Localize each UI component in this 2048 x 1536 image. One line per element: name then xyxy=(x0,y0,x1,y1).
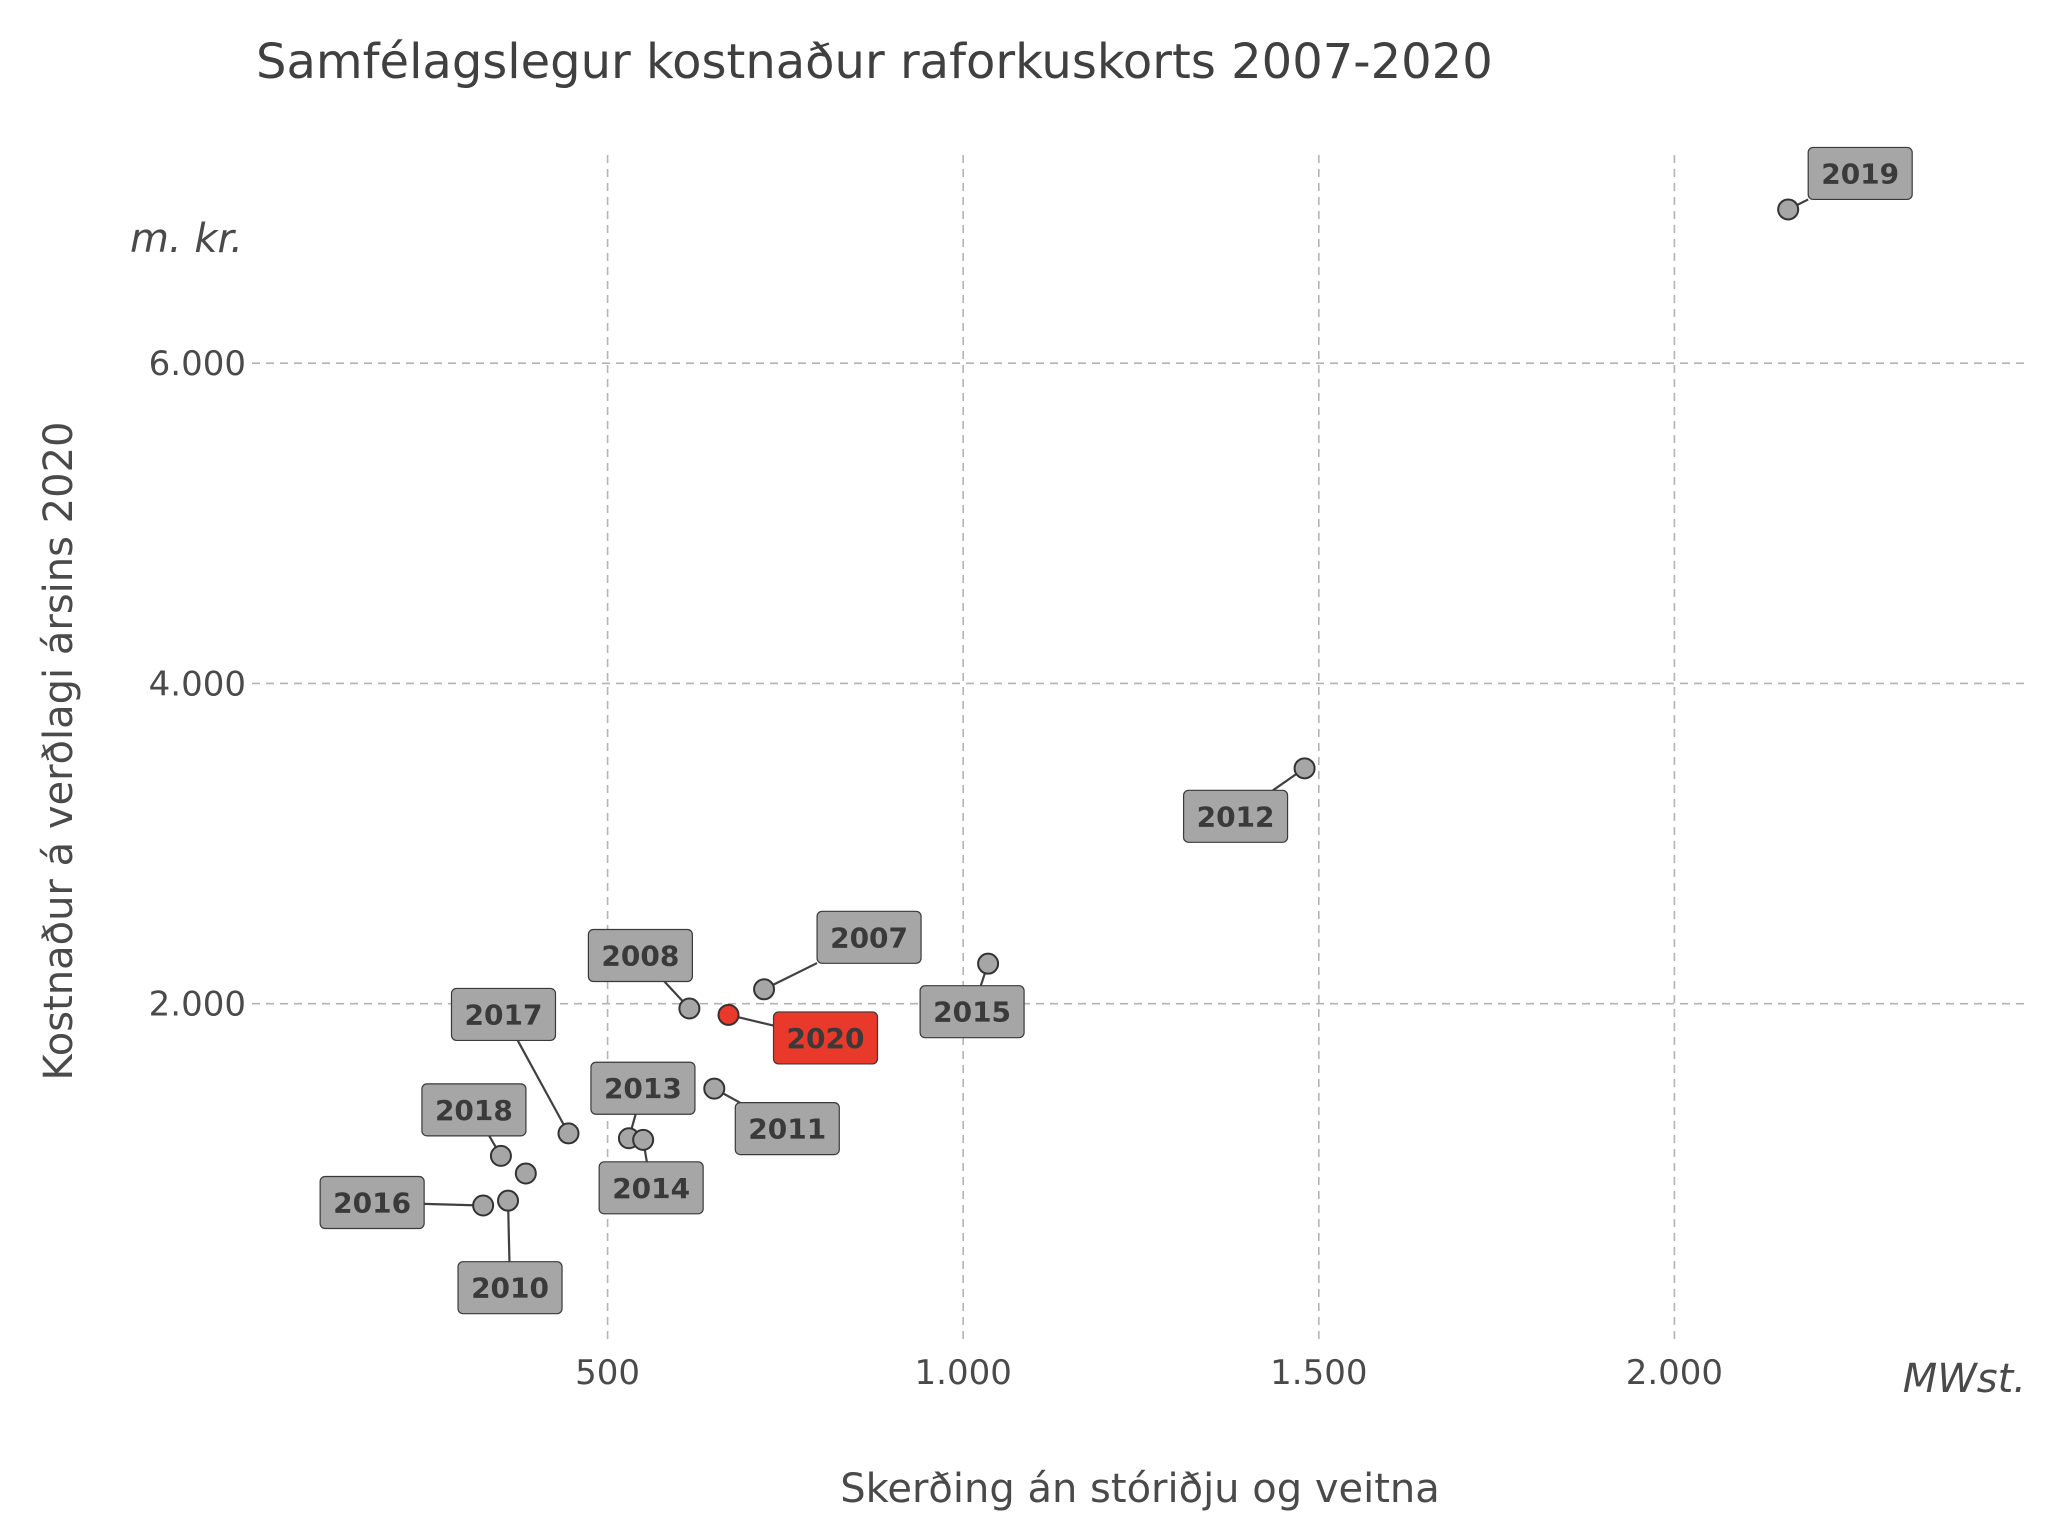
label-text-2019: 2019 xyxy=(1821,157,1899,190)
y-tick-label: 2.000 xyxy=(149,985,246,1025)
leader-line-2014 xyxy=(643,1149,648,1163)
point-label-2016: 2016 xyxy=(319,1175,425,1230)
point-labels: 2007 2008 2010 2011 2012 2013 2014 2015 2016 2017… xyxy=(319,146,1913,1315)
label-text-2018: 2018 xyxy=(435,1094,513,1127)
label-text-2017: 2017 xyxy=(465,998,543,1031)
label-box-2010 xyxy=(457,1261,563,1315)
label-box-2007 xyxy=(816,910,922,964)
data-point-2017 xyxy=(557,1122,580,1145)
chart-title: Samfélagslegur kostnaður raforkuskorts 2… xyxy=(256,34,1493,90)
point-label-2014: 2014 xyxy=(598,1161,704,1215)
data-point-2016 xyxy=(472,1194,495,1217)
label-text-2020: 2020 xyxy=(787,1022,865,1055)
point-label-2012: 2012 xyxy=(1182,789,1289,843)
data-point-2020 xyxy=(717,1003,740,1026)
data-point-2011 xyxy=(703,1077,726,1100)
tick-labels: 500 1.000 1.500 2.000 2.000 4.000 6.000 xyxy=(149,344,1723,1393)
data-point-2014 xyxy=(632,1128,655,1151)
label-box-2018 xyxy=(421,1083,527,1137)
point-label-2018: 2018 xyxy=(421,1083,527,1137)
data-point-2007 xyxy=(753,978,776,1001)
label-box-2012 xyxy=(1182,789,1289,843)
point-label-2019: 2019 xyxy=(1807,146,1913,201)
x-axis-title: Skerðing án stóriðju og veitna xyxy=(840,1466,1440,1512)
data-point xyxy=(514,1162,537,1185)
leader-line-2018 xyxy=(488,1135,497,1148)
point-label-2011: 2011 xyxy=(734,1101,840,1156)
label-box-2020 xyxy=(772,1011,879,1065)
label-text-2010: 2010 xyxy=(471,1272,549,1305)
x-tick-label: 1.000 xyxy=(915,1353,1012,1393)
label-text-2014: 2014 xyxy=(612,1172,690,1205)
leader-line-2013 xyxy=(630,1113,637,1129)
y-unit-label: m. kr. xyxy=(130,216,243,262)
label-box-2016 xyxy=(319,1175,425,1230)
leader-line-2020 xyxy=(737,1016,774,1027)
label-box-2017 xyxy=(450,987,557,1042)
data-points xyxy=(472,198,1800,1217)
leader-line-2016 xyxy=(424,1202,474,1207)
label-box-2011 xyxy=(734,1101,840,1156)
data-point-2008 xyxy=(678,997,701,1020)
y-tick-label: 6.000 xyxy=(149,344,246,384)
label-text-2013: 2013 xyxy=(604,1072,682,1105)
data-point-2010 xyxy=(497,1189,520,1212)
x-tick-label: 500 xyxy=(575,1353,640,1393)
label-text-2015: 2015 xyxy=(933,996,1011,1029)
x-tick-label: 1.500 xyxy=(1270,1353,1367,1393)
data-point-2015 xyxy=(977,952,1000,975)
leader-lines xyxy=(424,198,1809,1262)
label-box-2015 xyxy=(919,985,1025,1039)
data-point-2012 xyxy=(1293,757,1316,780)
label-box-2014 xyxy=(598,1161,704,1215)
label-text-2011: 2011 xyxy=(748,1113,826,1146)
point-label-2008: 2008 xyxy=(587,928,693,983)
label-box-2019 xyxy=(1807,146,1913,201)
label-text-2008: 2008 xyxy=(601,940,679,973)
leader-line-2019 xyxy=(1796,198,1809,206)
leader-line-2017 xyxy=(516,1039,565,1126)
label-text-2016: 2016 xyxy=(333,1186,411,1219)
x-tick-label: 2.000 xyxy=(1626,1353,1723,1393)
label-text-2012: 2012 xyxy=(1197,800,1275,833)
point-label-2017: 2017 xyxy=(450,987,557,1042)
data-point-2018 xyxy=(489,1144,512,1167)
point-label-2007: 2007 xyxy=(816,910,922,964)
point-label-2010: 2010 xyxy=(457,1261,563,1315)
point-label-2013: 2013 xyxy=(590,1061,696,1115)
y-axis-title: Kostnaður á verðlagi ársins 2020 xyxy=(36,422,82,1081)
leader-line-2015 xyxy=(979,972,986,987)
y-tick-label: 4.000 xyxy=(149,664,246,704)
leader-line-2008 xyxy=(663,980,684,1002)
x-unit-label: MWst. xyxy=(1903,1356,2026,1402)
point-label-2020: 2020 xyxy=(772,1011,879,1065)
label-box-2013 xyxy=(590,1061,696,1115)
leader-line-2012 xyxy=(1272,773,1297,792)
point-label-2015: 2015 xyxy=(919,985,1025,1039)
label-box-2008 xyxy=(587,928,693,983)
grid xyxy=(252,155,2030,1340)
leader-line-2007 xyxy=(772,962,818,986)
leader-line-2011 xyxy=(722,1092,741,1104)
data-point-2019 xyxy=(1777,198,1800,221)
label-text-2007: 2007 xyxy=(830,921,908,954)
leader-line-2010 xyxy=(507,1210,511,1262)
